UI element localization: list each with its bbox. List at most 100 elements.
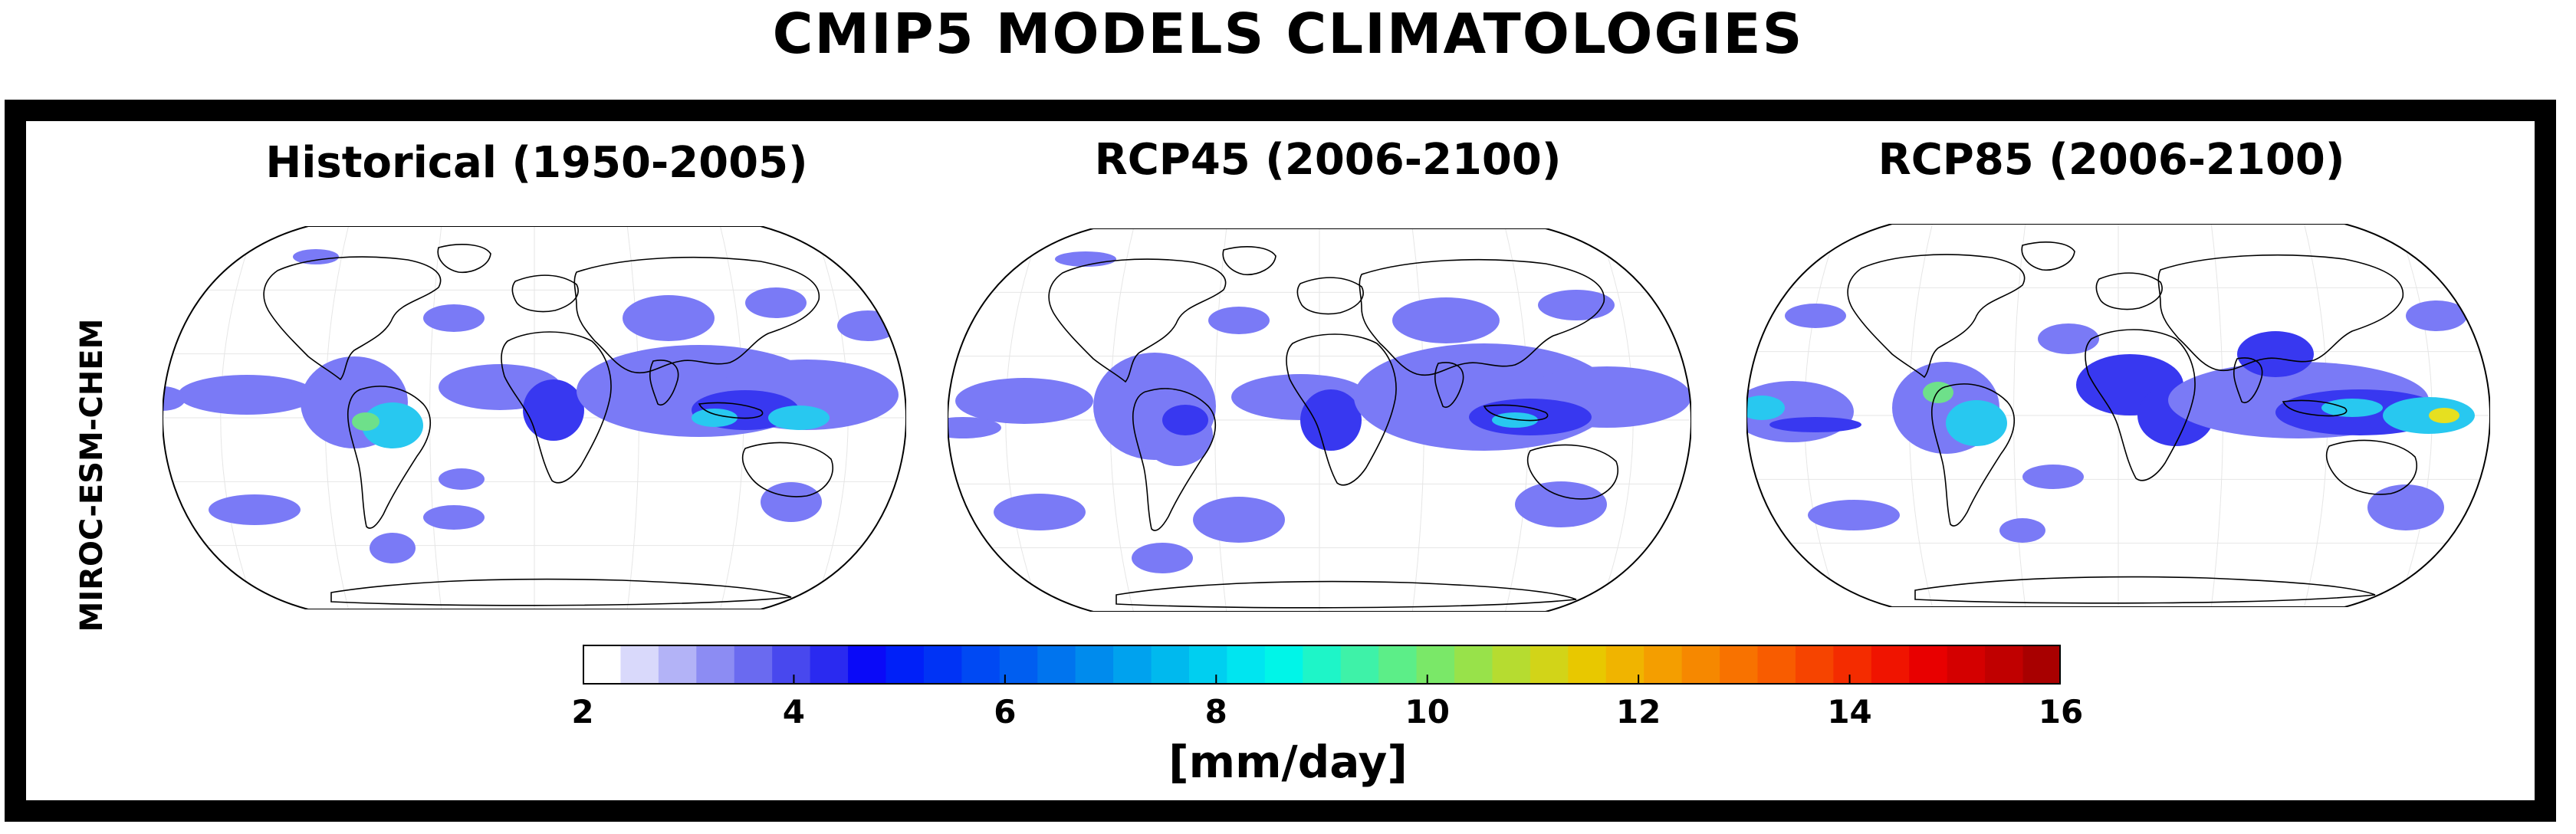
colorbar-bin bbox=[1492, 645, 1531, 684]
precip-region bbox=[761, 482, 822, 522]
colorbar-bin bbox=[1378, 645, 1418, 684]
colorbar-bin bbox=[1720, 645, 1759, 684]
model-name: MIROC-ESM-CHEM bbox=[74, 318, 110, 632]
panel-title-rcp85: RCP85 (2006-2100) bbox=[1878, 135, 2345, 185]
precip-region bbox=[1999, 518, 2045, 543]
colorbar-units: [mm/day] bbox=[1168, 736, 1408, 788]
colorbar-bin bbox=[1151, 645, 1190, 684]
coastline bbox=[2157, 254, 2404, 372]
colorbar-bin bbox=[696, 645, 735, 684]
colorbar-bin bbox=[1644, 645, 1683, 684]
coastline bbox=[330, 578, 792, 606]
precip-region bbox=[692, 409, 738, 427]
map-border bbox=[163, 226, 906, 609]
precip-region bbox=[1392, 297, 1500, 343]
colorbar-bin bbox=[1113, 645, 1152, 684]
coastline bbox=[2233, 357, 2263, 404]
coastline bbox=[1222, 246, 1276, 275]
precip-region bbox=[1492, 412, 1538, 428]
coastline bbox=[2325, 439, 2417, 495]
colorbar-bin bbox=[1416, 645, 1455, 684]
precip-region bbox=[439, 468, 485, 490]
colorbar-bin bbox=[999, 645, 1038, 684]
coastline bbox=[1296, 277, 1364, 315]
colorbar-tick-label: 14 bbox=[1827, 693, 1872, 731]
colorbar-tick-label: 2 bbox=[571, 693, 594, 731]
coastline bbox=[2095, 272, 2163, 310]
map-border bbox=[948, 228, 1691, 612]
coastline bbox=[2282, 399, 2348, 417]
coastline bbox=[501, 331, 612, 484]
precip-region bbox=[2429, 408, 2459, 423]
coastline bbox=[2085, 329, 2196, 481]
map-rcp45 bbox=[948, 228, 1691, 612]
colorbar-bin bbox=[1947, 645, 1986, 684]
colorbar-tick-label: 10 bbox=[1405, 693, 1450, 731]
colorbar-tick-label: 6 bbox=[994, 693, 1017, 731]
colorbar-tick-label: 8 bbox=[1204, 693, 1227, 731]
colorbar-bin bbox=[2022, 645, 2061, 684]
colorbar-bin bbox=[923, 645, 962, 684]
precip-region bbox=[1538, 290, 1615, 320]
precip-region bbox=[523, 379, 584, 441]
precip-region bbox=[1808, 500, 1900, 530]
panel-title-historical: Historical (1950-2005) bbox=[265, 138, 808, 188]
coastline bbox=[1359, 258, 1605, 376]
precip-region bbox=[370, 533, 416, 563]
colorbar-bin bbox=[1340, 645, 1379, 684]
precip-region bbox=[352, 412, 380, 431]
colorbar-tick-label: 16 bbox=[2038, 693, 2084, 731]
figure-title: CMIP5 MODELS CLIMATOLOGIES bbox=[772, 2, 1804, 66]
coastline bbox=[1483, 404, 1549, 422]
colorbar-bin bbox=[1833, 645, 1872, 684]
colorbar-bin bbox=[1264, 645, 1303, 684]
precip-region bbox=[1300, 389, 1362, 451]
precip-region bbox=[994, 494, 1086, 530]
coastline bbox=[1434, 362, 1464, 409]
colorbar-bin bbox=[1985, 645, 2024, 684]
colorbar-bin bbox=[848, 645, 887, 684]
precip-region bbox=[1769, 417, 1861, 432]
coastline bbox=[1914, 576, 2376, 604]
precip-region bbox=[293, 249, 339, 264]
colorbar-bin bbox=[961, 645, 1001, 684]
colorbar-tick-label: 12 bbox=[1615, 693, 1661, 731]
colorbar-tick-label: 4 bbox=[782, 693, 806, 731]
colorbar-bin bbox=[734, 645, 773, 684]
colorbar bbox=[583, 645, 2061, 685]
precip-region bbox=[1515, 481, 1607, 527]
coastline bbox=[1847, 254, 2026, 379]
coastline bbox=[1116, 580, 1577, 609]
coastline bbox=[573, 256, 820, 374]
map-rcp85 bbox=[1746, 224, 2490, 607]
colorbar-bin bbox=[1530, 645, 1569, 684]
coastline bbox=[347, 386, 431, 529]
precip-region bbox=[2237, 331, 2314, 377]
coastline bbox=[698, 402, 764, 419]
colorbar-bin bbox=[1909, 645, 1948, 684]
precip-region bbox=[1132, 543, 1193, 573]
precip-region bbox=[163, 386, 186, 411]
precip-region bbox=[948, 417, 1001, 438]
precip-region bbox=[1208, 307, 1270, 334]
colorbar-bin bbox=[1227, 645, 1266, 684]
colorbar-bin bbox=[1037, 645, 1076, 684]
coastline bbox=[1048, 258, 1227, 383]
map-historical bbox=[163, 226, 906, 609]
colorbar-tick-labels: 2 4 6 8 10 12 14 16 bbox=[571, 690, 2083, 736]
precip-region bbox=[1055, 251, 1116, 267]
precip-region bbox=[1785, 304, 1846, 328]
coastline bbox=[2021, 241, 2075, 271]
precip-region bbox=[178, 375, 316, 415]
colorbar-bin bbox=[583, 645, 622, 684]
precip-region bbox=[745, 287, 807, 318]
precip-region bbox=[1946, 400, 2007, 446]
precip-region bbox=[2321, 399, 2383, 417]
coastline bbox=[1286, 333, 1397, 486]
precip-region bbox=[1746, 396, 1785, 420]
precip-region bbox=[423, 505, 485, 530]
colorbar-bin bbox=[1757, 645, 1796, 684]
precip-region bbox=[768, 406, 830, 430]
colorbar-bin bbox=[1188, 645, 1228, 684]
precip-region bbox=[2022, 465, 2084, 489]
